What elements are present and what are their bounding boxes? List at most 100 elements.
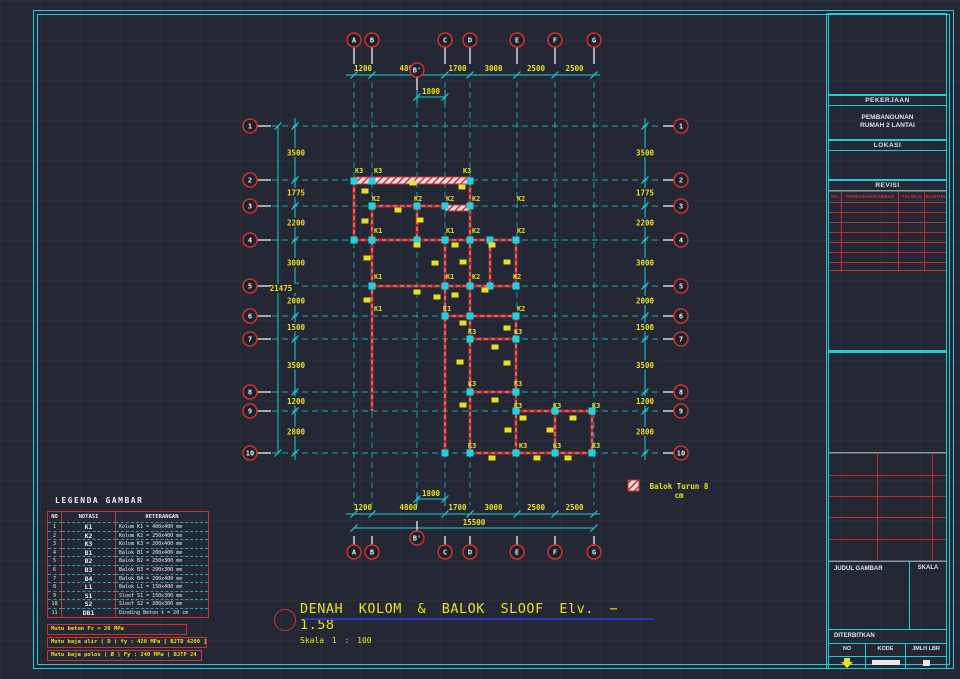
legend-cell: K2 xyxy=(62,530,116,540)
revisi-empty-cell xyxy=(925,242,946,252)
svg-text:1800: 1800 xyxy=(422,87,441,96)
svg-text:K2: K2 xyxy=(513,273,521,281)
revisi-spacer xyxy=(829,271,946,351)
revisi-empty-cell xyxy=(829,252,842,263)
legend-cell: 7 xyxy=(48,573,62,583)
judul-gambar-content xyxy=(829,576,946,630)
svg-text:15500: 15500 xyxy=(463,518,486,527)
legend-cell: S2 xyxy=(62,599,116,608)
svg-text:10: 10 xyxy=(246,450,254,458)
revisi-empty-cell xyxy=(899,242,925,253)
svg-text:2000: 2000 xyxy=(287,297,306,306)
legend-cell: Sloof S1 = 150x300 mm xyxy=(116,590,208,600)
legend-cell: Balok B4 = 200x400 mm xyxy=(116,573,208,583)
svg-text:D: D xyxy=(468,37,472,45)
svg-text:9: 9 xyxy=(248,408,252,416)
svg-text:2500: 2500 xyxy=(527,64,546,73)
legend-col-header: NO xyxy=(48,512,62,522)
skala-label: SKALA xyxy=(909,562,946,576)
revisi-empty-cell xyxy=(829,222,842,233)
svg-text:K1: K1 xyxy=(443,305,451,313)
legend-cell: B2 xyxy=(62,556,116,565)
footer-col-header: KODE xyxy=(866,644,906,657)
svg-text:B': B' xyxy=(413,67,421,75)
pekerjaan-value: PEMBANGUNAN RUMAH 2 LANTAI xyxy=(829,106,946,140)
svg-text:8: 8 xyxy=(248,389,252,397)
legend-table: NO NOTASI KETERANGAN 1 K1 Kolom K1 = 400x400 … xyxy=(47,511,209,618)
svg-text:F: F xyxy=(553,549,557,557)
svg-text:1700: 1700 xyxy=(448,64,467,73)
svg-text:1200: 1200 xyxy=(354,64,373,73)
signature-cell xyxy=(829,518,878,540)
svg-text:2200: 2200 xyxy=(636,219,655,228)
svg-text:5: 5 xyxy=(679,283,683,291)
signature-cell xyxy=(829,475,878,498)
sheet-inner-border xyxy=(37,14,950,665)
signature-cell xyxy=(878,475,933,498)
revisi-empty-cell xyxy=(829,242,842,253)
legend-cell: Balok B3 = 200x300 mm xyxy=(116,564,208,574)
diterbitkan-label: DITERBITKAN xyxy=(829,629,946,643)
svg-text:6: 6 xyxy=(248,313,252,321)
svg-text:1: 1 xyxy=(679,123,683,131)
svg-text:K2: K2 xyxy=(372,195,380,203)
svg-text:K1: K1 xyxy=(446,273,454,281)
signature-cell xyxy=(933,497,946,519)
pekerjaan-line1: PEMBANGUNAN xyxy=(861,114,914,122)
revisi-empty-cell xyxy=(829,202,842,213)
svg-text:F: F xyxy=(553,37,557,45)
legend-col-header: NOTASI xyxy=(62,512,116,522)
revisi-empty-cell xyxy=(842,232,899,243)
legend-col-header: KETERANGAN xyxy=(145,514,179,520)
svg-text:3: 3 xyxy=(248,203,252,211)
legend-cell: B1 xyxy=(62,547,116,557)
drawing-scale: Skala 1 : 100 xyxy=(300,636,372,645)
revisi-empty-cell xyxy=(842,222,899,233)
revisi-empty-cell xyxy=(925,212,946,222)
legend-note: Mutu baja ulir ( D ) fy : 420 MPa [ BJTD… xyxy=(47,637,207,648)
svg-text:4800: 4800 xyxy=(399,64,418,73)
svg-text:K3: K3 xyxy=(592,442,600,450)
svg-text:K3: K3 xyxy=(514,380,522,388)
svg-text:1: 1 xyxy=(248,123,252,131)
legend-note: Mutu baja polos ( Ø ) Fy : 240 MPa ( BJT… xyxy=(47,650,202,661)
svg-text:2500: 2500 xyxy=(565,64,584,73)
svg-text:2800: 2800 xyxy=(287,428,306,437)
signature-cell xyxy=(933,454,946,476)
svg-text:2: 2 xyxy=(248,177,252,185)
legend-cell: Balok B1 = 200x400 mm xyxy=(116,547,208,557)
svg-text:B: B xyxy=(370,37,374,45)
svg-text:K1: K1 xyxy=(446,227,454,235)
legend-cell: 5 xyxy=(48,556,62,565)
signature-cell xyxy=(829,497,878,519)
revisi-col-header: BLN/THN xyxy=(925,194,946,200)
footer-symbol-row xyxy=(829,656,946,668)
logo-box xyxy=(829,14,946,96)
svg-text:K3: K3 xyxy=(468,380,476,388)
legend-cell: K1 xyxy=(62,522,116,531)
revisi-empty-cell xyxy=(829,212,842,223)
legend-cell: Kolom K1 = 400x400 mm xyxy=(116,522,208,531)
svg-text:1200: 1200 xyxy=(287,397,306,406)
svg-text:3500: 3500 xyxy=(287,149,306,158)
revisi-empty-cell xyxy=(899,252,925,263)
svg-text:3000: 3000 xyxy=(287,259,306,268)
svg-text:K3: K3 xyxy=(519,442,527,450)
svg-text:8: 8 xyxy=(679,389,683,397)
detail-circle-icon xyxy=(274,609,296,631)
legend-cell: 3 xyxy=(48,539,62,548)
svg-text:K2: K2 xyxy=(414,195,422,203)
svg-text:G: G xyxy=(592,37,596,45)
revisi-empty-cell xyxy=(925,222,946,232)
svg-text:1200: 1200 xyxy=(636,397,655,406)
svg-text:1200: 1200 xyxy=(354,503,373,512)
signature-cell xyxy=(933,540,946,562)
revisi-empty-cell xyxy=(899,212,925,223)
svg-text:C: C xyxy=(443,37,447,45)
svg-text:2500: 2500 xyxy=(565,503,584,512)
legend-cell: 9 xyxy=(48,590,62,600)
svg-text:2800: 2800 xyxy=(636,428,655,437)
signature-grid xyxy=(829,453,946,562)
lokasi-header: LOKASI xyxy=(829,139,946,151)
